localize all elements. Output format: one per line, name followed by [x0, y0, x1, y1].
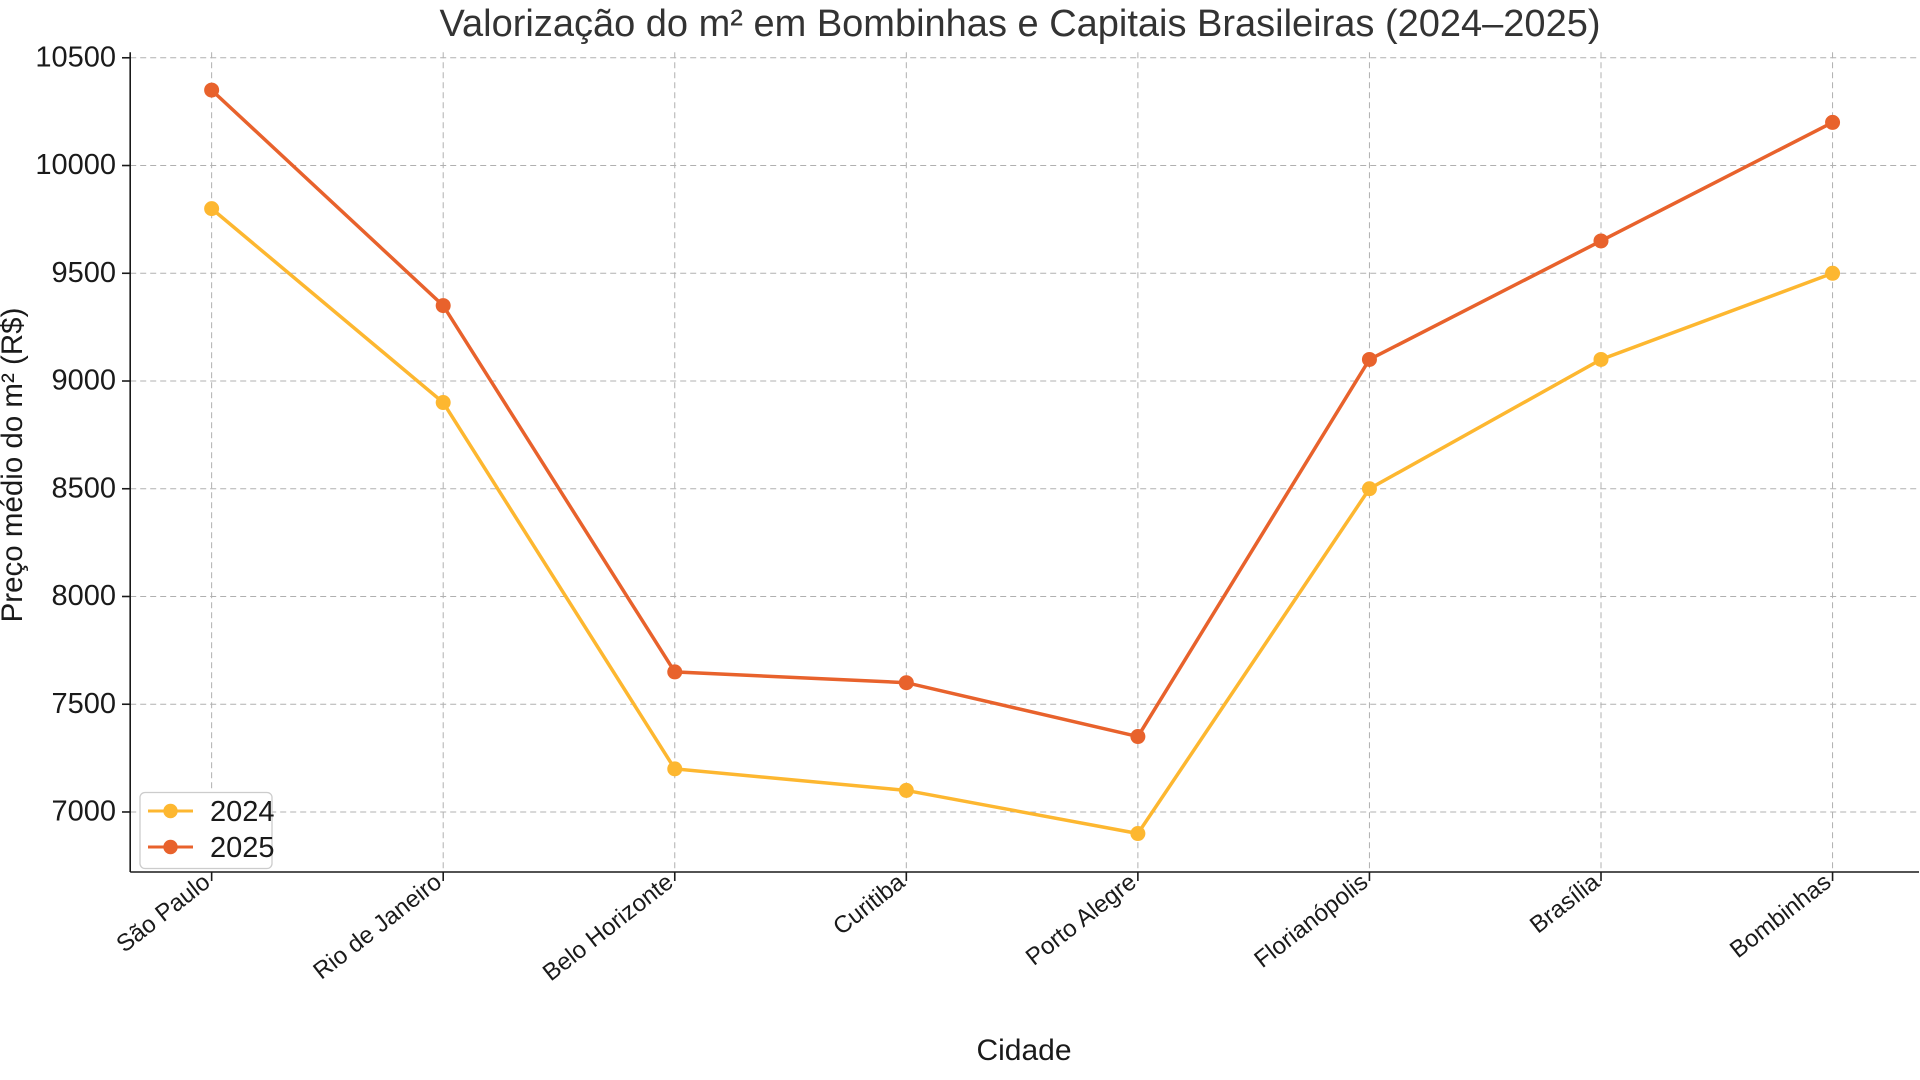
svg-text:Valorização do m² em Bombinhas: Valorização do m² em Bombinhas e Capitai… [440, 3, 1601, 45]
svg-text:Cidade: Cidade [976, 1034, 1071, 1067]
svg-text:Preço médio do m² (R$): Preço médio do m² (R$) [0, 308, 29, 623]
svg-text:9000: 9000 [51, 365, 116, 397]
svg-text:8000: 8000 [51, 580, 116, 612]
svg-text:7500: 7500 [51, 688, 116, 720]
svg-text:8500: 8500 [51, 472, 116, 504]
svg-text:2025: 2025 [210, 832, 275, 864]
svg-text:2024: 2024 [210, 796, 275, 828]
svg-text:10500: 10500 [35, 42, 116, 74]
svg-text:9500: 9500 [51, 257, 116, 289]
svg-text:10000: 10000 [35, 149, 116, 181]
svg-text:7000: 7000 [51, 796, 116, 828]
